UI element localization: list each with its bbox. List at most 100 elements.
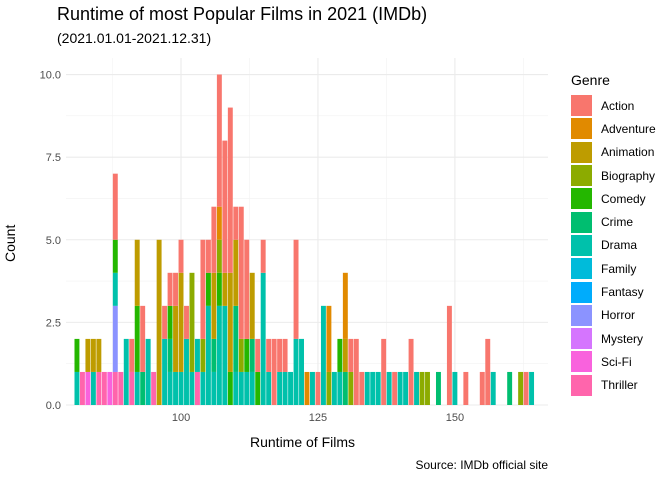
- bar-segment-drama: [178, 371, 184, 405]
- legend-key: [571, 304, 592, 326]
- bar-segment-action: [348, 338, 354, 372]
- bar-segment-thriller: [151, 371, 157, 405]
- bar-segment-drama: [222, 305, 228, 405]
- bar-segment-drama: [90, 371, 96, 405]
- bar-segment-action: [282, 338, 288, 372]
- bar-segment-animation: [85, 338, 91, 372]
- bar-segment-thriller: [96, 371, 102, 405]
- legend-key: [571, 95, 592, 117]
- bar-segment-sci-fi: [85, 371, 91, 405]
- bar-segment-comedy: [167, 305, 173, 339]
- bar-segment-drama: [162, 338, 168, 405]
- bar-segment-thriller: [194, 371, 200, 405]
- legend-key: [571, 188, 592, 210]
- bar-segment-comedy: [216, 272, 222, 306]
- bar-segment-biography: [238, 338, 244, 372]
- bar-segment-action: [277, 338, 283, 372]
- bar-segment-biography: [189, 272, 195, 372]
- chart-plot: 100 125 150 0.0 2.5 5.0 7.5 10.0: [40, 58, 548, 424]
- bar-segment-action: [184, 305, 189, 339]
- bar-segment-action: [205, 239, 211, 273]
- bar-segment-crime: [140, 371, 146, 405]
- legend-item: Horror: [571, 304, 656, 327]
- bar-segment-action: [167, 272, 173, 306]
- bar-segment-action: [392, 371, 398, 405]
- legend-key: [571, 165, 592, 187]
- bar-segment-drama: [403, 371, 409, 405]
- legend-key: [571, 281, 592, 303]
- bar-segment-action: [227, 107, 233, 273]
- bar-segment-thriller: [101, 371, 107, 405]
- bar-segment-drama: [370, 371, 376, 405]
- y-axis-label: Count: [2, 224, 18, 262]
- bar-segment-drama: [244, 371, 250, 405]
- bar-segment-action: [315, 371, 321, 405]
- bar-segment-adventure: [216, 206, 222, 240]
- bar-segment-action: [129, 338, 135, 372]
- bar-segment-biography: [216, 239, 222, 273]
- bar-segment-action: [271, 338, 277, 405]
- legend-label: Sci-Fi: [601, 354, 632, 369]
- bar-segment-action: [255, 338, 261, 372]
- x-tick-label: 100: [172, 412, 190, 424]
- legend-label: Action: [601, 98, 635, 113]
- bar-segment-animation: [96, 338, 102, 372]
- bar-segment-crime: [233, 305, 239, 372]
- bar-segment-action: [485, 338, 491, 405]
- bar-segment-adventure: [342, 272, 348, 339]
- bar-segment-drama: [277, 371, 283, 405]
- chart-subtitle: (2021.01.01-2021.12.31): [57, 30, 212, 46]
- bar-segment-drama: [331, 371, 337, 405]
- legend-item: Drama: [571, 234, 656, 257]
- legend-key: [571, 258, 592, 280]
- bar-segment-drama: [200, 371, 206, 405]
- bar-segment-animation: [342, 338, 348, 372]
- bar-segment-biography: [348, 371, 354, 405]
- bar-segment-drama: [205, 305, 211, 405]
- legend-label: Fantasy: [601, 285, 644, 300]
- bar-segment-biography: [425, 371, 430, 405]
- bar-segment-drama: [194, 338, 200, 372]
- legend-item: Family: [571, 257, 656, 280]
- legend-key: [571, 328, 592, 350]
- chart-title: Runtime of most Popular Films in 2021 (I…: [57, 4, 428, 24]
- legend-key: [571, 118, 592, 140]
- bar-segment-action: [381, 338, 387, 405]
- bar-segment-drama: [375, 371, 381, 405]
- bar-segment-thriller: [129, 371, 135, 405]
- bar-segment-drama: [233, 371, 239, 405]
- legend-item: Animation: [571, 141, 656, 164]
- bar-segment-drama: [134, 371, 140, 405]
- legend-item: Comedy: [571, 187, 656, 210]
- bar-segment-comedy: [255, 371, 261, 405]
- bar-segment-drama: [216, 305, 222, 405]
- legend-label: Adventure: [601, 121, 656, 136]
- bar-segment-horror: [112, 305, 118, 372]
- bar-segment-action: [140, 305, 146, 372]
- bar-segment-action: [359, 371, 365, 405]
- bar-segment-crime: [342, 371, 348, 405]
- bar-segment-drama: [74, 371, 80, 405]
- bar-segment-action: [408, 338, 414, 405]
- y-tick-label: 5.0: [46, 235, 61, 247]
- y-tick-label: 0.0: [46, 400, 61, 412]
- bar-segment-crime: [507, 371, 513, 405]
- bar-segment-adventure: [304, 371, 310, 405]
- bar-segment-drama: [452, 371, 458, 405]
- legend-key: [571, 374, 592, 396]
- bar-segment-drama: [310, 371, 315, 405]
- bar-segment-drama: [167, 371, 173, 405]
- legend: Genre Action Adventure Animation Biography C…: [571, 72, 656, 397]
- y-tick-label: 2.5: [46, 317, 61, 329]
- bar-segment-drama: [249, 371, 255, 405]
- bar-segment-drama: [211, 371, 217, 405]
- bar-segment-animation: [227, 272, 233, 372]
- legend-item: Fantasy: [571, 280, 656, 303]
- bar-segment-biography: [326, 371, 332, 405]
- bar-segment-action: [260, 239, 266, 273]
- bar-segment-animation: [90, 338, 96, 372]
- bar-segment-drama: [364, 371, 370, 405]
- legend-item: Mystery: [571, 327, 656, 350]
- bar-segment-drama: [260, 272, 266, 405]
- bar-segment-action: [479, 371, 485, 405]
